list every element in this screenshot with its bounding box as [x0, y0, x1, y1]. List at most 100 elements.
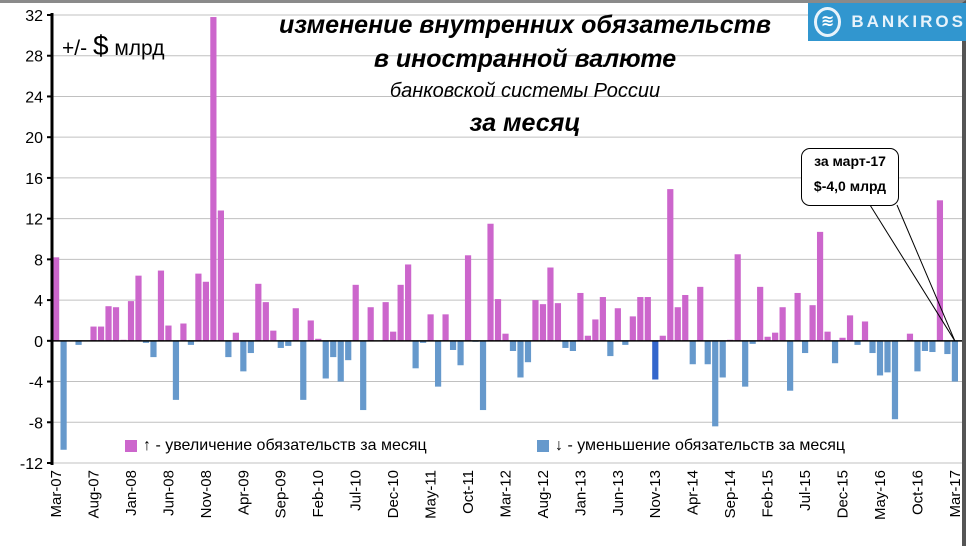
bar: [629, 316, 636, 341]
bar: [397, 284, 404, 341]
y-tick-label: 4: [34, 293, 43, 310]
x-tick-label: Dec-15: [834, 470, 851, 518]
x-tick-label: Jan-13: [572, 470, 589, 516]
x-tick-label: Dec-10: [385, 470, 402, 518]
bar: [352, 284, 359, 341]
bar: [420, 340, 427, 343]
bar: [487, 223, 494, 341]
bar: [869, 340, 876, 354]
bar: [936, 200, 944, 341]
bar: [97, 326, 105, 341]
bar: [831, 340, 839, 364]
bar: [914, 340, 921, 372]
bar: [659, 335, 666, 341]
bar: [247, 340, 254, 354]
bar: [75, 340, 82, 345]
bar: [816, 231, 824, 341]
y-tick-label: 28: [25, 49, 43, 66]
bar: [712, 340, 719, 427]
bar: [577, 292, 584, 341]
bar: [187, 340, 195, 345]
bar: [921, 340, 929, 351]
bar: [202, 281, 209, 341]
bar: [412, 340, 419, 369]
bar: [562, 340, 569, 348]
legend-decrease: ↓ - уменьшение обязательств за месяц: [537, 437, 846, 455]
bar: [479, 340, 487, 411]
bar: [772, 332, 779, 341]
bar: [539, 304, 547, 341]
x-tick-label: May-16: [872, 470, 889, 520]
legend-label-decrease: - уменьшение обязательств за месяц: [567, 437, 846, 454]
bar: [135, 275, 142, 341]
callout-pointer: [896, 204, 956, 342]
y-tick-label: -12: [20, 456, 43, 473]
logo-icon: ≋: [814, 7, 842, 37]
bar: [60, 340, 67, 450]
x-tick-label: Mar-07: [48, 470, 65, 518]
bar: [622, 340, 629, 345]
bar: [779, 307, 786, 341]
bar: [884, 340, 891, 373]
bar: [509, 340, 517, 351]
bar: [442, 314, 449, 341]
bar: [292, 308, 299, 341]
x-tick-label: Mar-17: [947, 470, 964, 518]
title-line-4: за месяц: [469, 109, 581, 137]
bar: [464, 255, 472, 341]
bar: [652, 340, 659, 380]
bar: [764, 336, 771, 341]
bar: [569, 340, 577, 351]
bar: [382, 302, 389, 341]
x-tick-label: Jun-13: [610, 470, 627, 516]
bar: [876, 340, 884, 376]
x-tick-label: Oct-11: [460, 470, 477, 514]
unit-label: +/- $ млрд: [62, 30, 165, 62]
bar: [846, 315, 854, 341]
y-tick-label: -4: [29, 375, 43, 392]
legend-swatch-increase: [125, 440, 137, 452]
legend-increase: ↑ - увеличение обязательств за месяц: [125, 437, 427, 455]
callout-line-1: за март-17: [814, 153, 886, 169]
bar: [689, 340, 696, 365]
bar: [300, 340, 307, 400]
bar: [105, 306, 112, 341]
bar: [854, 340, 861, 345]
bar: [390, 331, 397, 341]
x-tick-label: Apr-14: [685, 470, 702, 515]
bar: [794, 292, 801, 341]
bar: [127, 301, 135, 341]
x-tick-label: Aug-12: [535, 470, 552, 518]
legend-label-increase: - увеличение обязательств за месяц: [155, 437, 427, 454]
bar: [285, 340, 292, 346]
bankiros-logo: ≋ BANKIROS: [808, 3, 966, 41]
bar: [330, 340, 337, 358]
bar: [951, 340, 958, 382]
bar: [944, 340, 951, 355]
bar: [532, 300, 539, 341]
x-tick-label: Apr-09: [235, 470, 252, 515]
x-tick-label: Nov-08: [198, 470, 215, 518]
bar: [734, 254, 741, 341]
x-tick-label: Sep-14: [722, 470, 739, 518]
bar: [457, 340, 464, 366]
bar: [90, 326, 97, 341]
unit-currency: $: [92, 30, 109, 61]
bar: [697, 286, 704, 341]
x-tick-label: Jul-10: [348, 470, 365, 511]
bar: [262, 302, 269, 341]
x-tick-label: Jun-08: [160, 470, 177, 516]
bar: [524, 340, 532, 363]
y-tick-label: 24: [25, 89, 43, 106]
title-line-1: изменение внутренних обязательств: [278, 11, 772, 39]
bar: [255, 283, 262, 341]
down-arrow-icon: ↓: [555, 437, 563, 454]
x-tick-label: May-11: [423, 470, 440, 519]
bar: [337, 340, 344, 382]
bar: [824, 331, 831, 341]
y-tick-label: 0: [34, 334, 43, 351]
bar: [599, 297, 606, 341]
bar: [749, 340, 756, 344]
bar: [719, 340, 726, 378]
